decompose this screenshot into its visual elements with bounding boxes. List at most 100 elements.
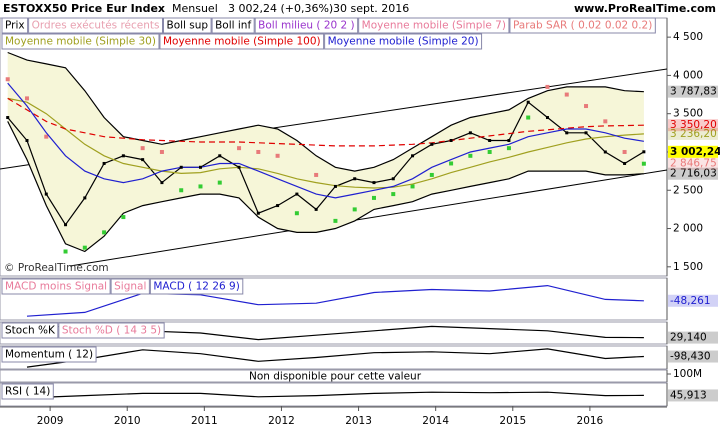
legend-label: Moyenne mobile (Simple 20): [328, 36, 479, 48]
legend-label: Parab SAR ( 0.02 0.02 0.2): [513, 20, 652, 32]
sar-dot: [429, 172, 434, 177]
x-tick-label: 2015: [499, 415, 526, 427]
series-line: [7, 82, 644, 199]
legend-item: Moyenne mobile (Simple 20): [324, 33, 483, 50]
price-badge: [668, 294, 718, 307]
legend-box: [254, 17, 359, 34]
series-line: [26, 348, 644, 368]
close-mark: [623, 161, 627, 165]
series-line: [26, 284, 644, 317]
sar-dot: [198, 184, 203, 189]
close-mark: [102, 161, 106, 165]
close-mark: [430, 142, 434, 146]
close-mark: [179, 165, 183, 169]
sar-dot: [256, 149, 261, 154]
sar-dot: [294, 211, 299, 216]
price-badge-label: 3 002,24: [670, 146, 720, 158]
close-mark: [83, 196, 87, 200]
sar-dot: [641, 161, 646, 166]
x-tick-label: 2011: [191, 415, 218, 427]
series-line: [26, 391, 644, 399]
x-tick-label: 2014: [422, 415, 449, 427]
date: 30 sept. 2016: [333, 2, 409, 15]
sar-dot: [217, 180, 222, 185]
sar-dot: [603, 119, 608, 124]
close-mark: [507, 138, 511, 142]
sar-dot: [564, 92, 569, 97]
legend-box: [1, 17, 29, 34]
period: Mensuel: [172, 2, 218, 15]
legend-box: [358, 17, 510, 34]
price-badge: [668, 85, 718, 98]
close-mark: [372, 181, 376, 185]
legend-item: Signal: [110, 278, 150, 295]
legend-box: [211, 17, 255, 34]
sar-dot: [371, 195, 376, 200]
x-tick-label: 2010: [114, 415, 141, 427]
close-mark: [526, 100, 530, 104]
legend-label: Stoch %D ( 14 3 5): [62, 325, 161, 337]
legend-item: Moyenne mobile (Simple 7): [358, 17, 510, 34]
legend-label: Prix: [5, 20, 25, 32]
y-tick-label: 2 000: [673, 223, 703, 235]
legend-box: [163, 17, 212, 34]
x-tick-label: 2009: [37, 415, 64, 427]
legend-label: Signal: [114, 281, 146, 293]
legend-box: [1, 346, 97, 363]
close-mark: [44, 192, 48, 196]
legend-label: Moyenne mobile (Simple 100): [163, 36, 321, 48]
close-mark: [488, 138, 492, 142]
sar-dot: [584, 104, 589, 109]
close-mark: [6, 116, 10, 120]
close-mark: [237, 165, 241, 169]
legend-item: Boll milieu ( 20 2 ): [254, 17, 359, 34]
x-tick-label: 2016: [577, 415, 604, 427]
price-badge: [668, 350, 718, 363]
legend-box: [159, 33, 325, 50]
sar-dot: [102, 230, 107, 235]
close-mark: [333, 184, 337, 188]
sar-dot: [506, 146, 511, 151]
legend-label: Boll milieu ( 20 2 ): [258, 20, 354, 32]
y-tick-label: 4 500: [673, 31, 703, 43]
price-badge: [668, 127, 718, 140]
watermark: © ProRealTime.com: [4, 262, 109, 274]
sar-dot: [24, 96, 29, 101]
close-mark: [295, 192, 299, 196]
legend-label: Moyenne mobile (Simple 7): [362, 20, 506, 32]
close-mark: [276, 204, 280, 208]
sar-dot: [275, 153, 280, 158]
sar-dot: [545, 84, 550, 89]
price-badge: [668, 331, 718, 344]
legend-box: [58, 322, 165, 339]
legend-label: Momentum ( 12): [5, 349, 93, 361]
price-badge-label: 3 350,20: [670, 119, 717, 131]
legend-item: Moyenne mobile (Simple 100): [159, 33, 325, 50]
legend-item: MACD ( 12 26 9): [149, 278, 244, 295]
legend-box: [324, 33, 483, 50]
source: www.ProRealTime.com: [574, 2, 716, 15]
sar-dot: [179, 188, 184, 193]
legend-box: [1, 383, 54, 400]
legend-label: MACD moins Signal: [5, 281, 107, 293]
y-tick-label: 4 000: [673, 69, 703, 81]
price-badge-label: 3 236,20: [670, 128, 717, 140]
close-mark: [121, 154, 125, 158]
price-badge-label: 45,913: [670, 389, 707, 401]
legend-box: [28, 17, 163, 34]
sar-dot: [622, 149, 627, 154]
y-tick-label: 3 500: [673, 108, 703, 120]
close-mark: [603, 150, 607, 154]
sar-dot: [333, 218, 338, 223]
y-tick-label: 2 500: [673, 184, 703, 196]
x-tick-label: 2013: [345, 415, 372, 427]
sar-dot: [5, 77, 10, 82]
price-badge: [668, 145, 718, 158]
close-mark: [64, 223, 68, 227]
legend-box: [1, 33, 160, 50]
series-line: [7, 51, 644, 172]
sar-dot: [121, 215, 126, 220]
price-badge-label: 3 787,83: [670, 86, 717, 98]
legend-item: Ordres exécutés récents: [28, 17, 163, 34]
